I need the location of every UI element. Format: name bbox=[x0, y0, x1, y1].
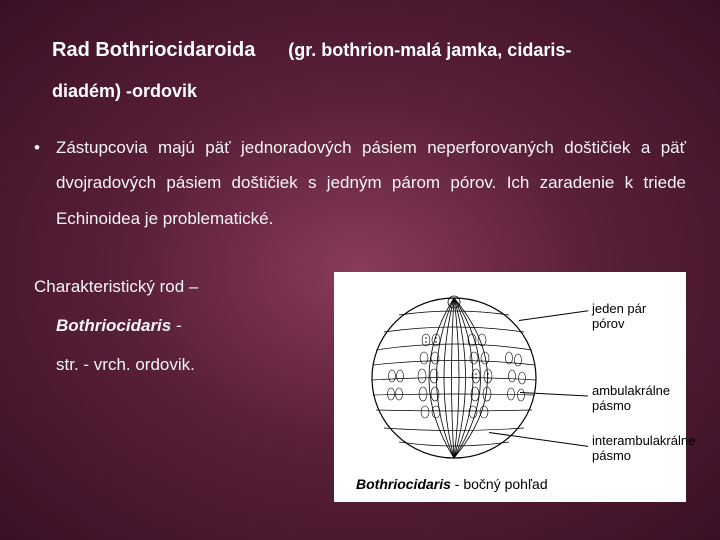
title-main: Rad Bothriocidaroida bbox=[52, 39, 255, 61]
caption-genus: Bothriocidaris bbox=[356, 476, 451, 492]
figure-caption: Bothriocidaris - bočný pohľad bbox=[356, 476, 548, 492]
figure-label-3: interambulakrálne pásmo bbox=[592, 434, 695, 464]
char-genus: Bothriocidaris bbox=[56, 316, 171, 335]
bullet-item: • Zástupcovia majú päť jednoradových pás… bbox=[34, 130, 686, 237]
bullet-text: Zástupcovia majú päť jednoradových pásie… bbox=[56, 130, 686, 237]
bothriocidaris-diagram bbox=[364, 290, 544, 465]
char-dash: - bbox=[171, 316, 181, 335]
title-block: Rad Bothriocidaroida (gr. bothrion-malá … bbox=[34, 28, 686, 112]
title-paren-1: (gr. bothrion-malá jamka, cidaris- bbox=[288, 40, 571, 60]
figure-box: jeden pár pórov ambulakrálne pásmo inter… bbox=[334, 272, 686, 502]
figure-label-1: jeden pár pórov bbox=[592, 302, 646, 332]
caption-rest: - bočný pohľad bbox=[451, 476, 548, 492]
bullet-marker: • bbox=[34, 130, 40, 237]
figure-label-2: ambulakrálne pásmo bbox=[592, 384, 670, 414]
title-paren-2: diadém) -ordovik bbox=[52, 72, 686, 112]
